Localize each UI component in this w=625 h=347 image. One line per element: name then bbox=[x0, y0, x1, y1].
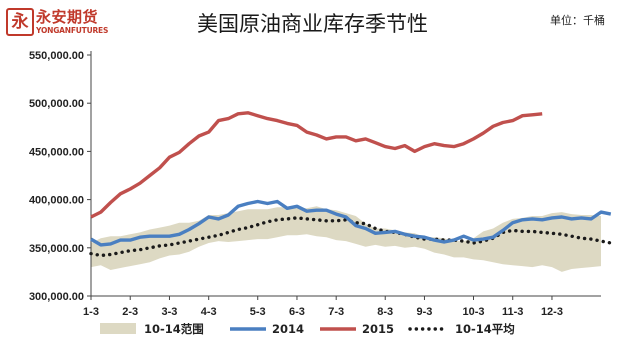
x-tick-label: 7-3 bbox=[328, 306, 344, 318]
legend: 10-14范围 2014 2015 10-14平均 bbox=[100, 322, 515, 336]
series-2015-line bbox=[90, 111, 543, 219]
logo-text-cn: 永安期货 bbox=[36, 8, 99, 26]
y-tick-label: 450,000.00 bbox=[29, 146, 84, 158]
x-tick-label: 3-3 bbox=[162, 306, 178, 318]
x-tick-label: 6-3 bbox=[289, 306, 305, 318]
x-tick-label: 2-3 bbox=[122, 306, 138, 318]
y-tick-label: 500,000.00 bbox=[29, 98, 84, 110]
legend-label-2014: 2014 bbox=[272, 322, 304, 336]
x-tick-label: 9-3 bbox=[417, 306, 433, 318]
y-tick-label: 400,000.00 bbox=[29, 195, 84, 207]
y-tick-label: 300,000.00 bbox=[29, 291, 84, 303]
unit-label: 单位：千桶 bbox=[550, 14, 605, 27]
logo: 永 永安期货 YONGANFUTURES bbox=[6, 6, 126, 40]
y-tick-label: 550,000.00 bbox=[29, 50, 84, 62]
x-tick-label: 10-3 bbox=[462, 306, 484, 318]
x-tick-label: 1-3 bbox=[83, 306, 99, 318]
legend-swatch-range bbox=[100, 323, 136, 334]
y-tick-label: 350,000.00 bbox=[29, 243, 84, 255]
legend-label-range: 10-14范围 bbox=[144, 322, 204, 336]
x-tick-label: 11-3 bbox=[502, 306, 523, 318]
series-range-band bbox=[91, 206, 601, 272]
logo-text-en: YONGANFUTURES bbox=[36, 26, 109, 35]
x-tick-label: 5-3 bbox=[250, 306, 266, 318]
legend-label-average: 10-14平均 bbox=[455, 322, 515, 336]
x-tick-label: 4-3 bbox=[201, 306, 217, 318]
legend-label-2015: 2015 bbox=[362, 322, 394, 336]
logo-mark-icon: 永 bbox=[6, 8, 34, 36]
chart-title: 美国原油商业库存季节性 bbox=[197, 12, 428, 36]
x-tick-label: 12-3 bbox=[541, 306, 563, 318]
series-2014-line bbox=[90, 199, 612, 247]
x-tick-label: 8-3 bbox=[377, 306, 393, 318]
